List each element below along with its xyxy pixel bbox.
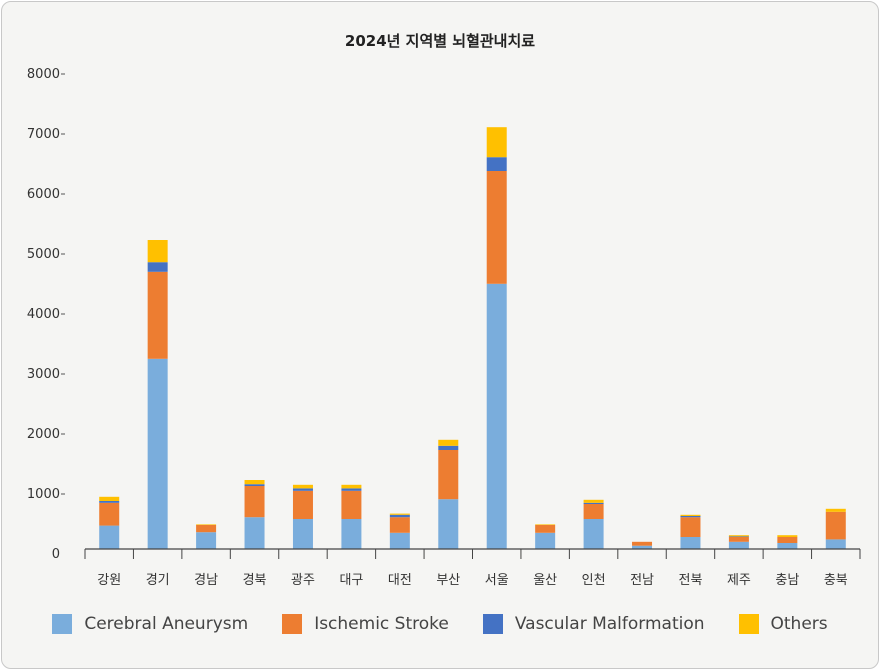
bar-segment-vascular-malformation — [292, 488, 313, 491]
bar-segment-ischemic-stroke — [632, 541, 653, 546]
bar-segment-ischemic-stroke — [777, 537, 798, 543]
chart-title: 2024년 지역별 뇌혈관내치료 — [345, 32, 535, 50]
legend: Cerebral Aneurysm Ischemic Stroke Vascular… — [0, 614, 880, 634]
bar-segment-others — [196, 524, 217, 525]
bar-segment-ischemic-stroke — [486, 171, 507, 284]
x-tick-label: 경기 — [146, 573, 170, 588]
x-tick-label: 충북 — [824, 573, 848, 588]
x-tick-label: 광주 — [291, 573, 315, 588]
bar-segment-ischemic-stroke — [244, 486, 265, 518]
bar-segment-vascular-malformation — [583, 502, 604, 504]
bar-segment-others — [680, 514, 701, 516]
x-tick-label: 경북 — [243, 573, 267, 588]
legend-label: Vascular Malformation — [514, 614, 705, 634]
y-tick-label: 8000 — [27, 67, 60, 82]
y-tick-label: 0 — [52, 547, 60, 562]
x-tick-label: 대전 — [388, 573, 412, 588]
legend-label: Others — [770, 614, 828, 634]
y-tick-label: 7000 — [27, 127, 60, 142]
legend-item: Ischemic Stroke — [282, 614, 449, 634]
x-tick-label: 부산 — [436, 573, 460, 588]
bar-segment-others — [244, 480, 265, 485]
bar-segment-vascular-malformation — [99, 501, 120, 503]
bar-segment-cerebral-aneurysm — [99, 525, 120, 549]
legend-item: Cerebral Aneurysm — [52, 614, 248, 634]
bar-segment-others — [438, 439, 459, 446]
bar-segment-cerebral-aneurysm — [825, 539, 846, 549]
legend-item: Vascular Malformation — [482, 614, 705, 634]
bar-segment-vascular-malformation — [147, 262, 168, 272]
bar-segment-others — [486, 127, 507, 158]
x-tick-label: 서울 — [485, 573, 509, 588]
x-tick-label: 충남 — [775, 573, 799, 588]
legend-label: Cerebral Aneurysm — [84, 614, 249, 634]
bar-segment-ischemic-stroke — [680, 517, 701, 537]
bar-segment-cerebral-aneurysm — [680, 537, 701, 549]
bar-segment-ischemic-stroke — [292, 490, 313, 519]
bar-segment-ischemic-stroke — [147, 271, 168, 359]
y-tick-label: 4000 — [27, 307, 60, 322]
bar-segment-cerebral-aneurysm — [632, 545, 653, 549]
bar-segment-others — [583, 499, 604, 503]
y-tick-label: 3000 — [27, 367, 60, 382]
bar-segment-cerebral-aneurysm — [438, 499, 459, 549]
x-tick-label: 울산 — [533, 573, 557, 588]
bar-segment-ischemic-stroke — [99, 502, 120, 526]
legend-swatch — [738, 614, 759, 634]
bar-segment-others — [292, 484, 313, 489]
x-tick-label: 경남 — [194, 573, 218, 588]
bar-segment-cerebral-aneurysm — [196, 532, 217, 549]
x-tick-label: 전북 — [679, 573, 703, 588]
bar-segment-cerebral-aneurysm — [486, 283, 507, 549]
x-tick-label: 제주 — [727, 573, 751, 588]
y-tick-label: 6000 — [27, 187, 60, 202]
legend-swatch — [482, 614, 503, 634]
x-tick-label: 인천 — [582, 573, 606, 588]
bar-segment-cerebral-aneurysm — [583, 519, 604, 549]
bar-segment-cerebral-aneurysm — [728, 541, 749, 549]
bar-segment-vascular-malformation — [244, 484, 265, 486]
x-tick-label: 강원 — [97, 573, 121, 588]
bar-segment-ischemic-stroke — [196, 525, 217, 533]
bar-segment-vascular-malformation — [680, 516, 701, 518]
bar-segment-cerebral-aneurysm — [341, 519, 362, 549]
bar-segment-others — [535, 524, 556, 525]
bar-segment-others — [341, 484, 362, 489]
bar-segment-vascular-malformation — [486, 157, 507, 171]
x-tick-label: 대구 — [339, 573, 363, 588]
legend-swatch — [52, 614, 73, 634]
bar-segment-cerebral-aneurysm — [147, 358, 168, 549]
bar-segment-cerebral-aneurysm — [244, 517, 265, 549]
y-tick-label: 1000 — [27, 487, 60, 502]
y-tick-label: 2000 — [27, 427, 60, 442]
bar-segment-ischemic-stroke — [825, 511, 846, 540]
bar-segment-others — [728, 535, 749, 537]
bar-segment-cerebral-aneurysm — [777, 543, 798, 549]
bar-segment-cerebral-aneurysm — [292, 519, 313, 549]
y-tick-label: 5000 — [27, 247, 60, 262]
legend-label: Ischemic Stroke — [314, 614, 449, 634]
bar-segment-others — [825, 508, 846, 512]
bar-segment-others — [99, 496, 120, 501]
bar-segment-others — [389, 513, 410, 515]
bar-segment-vascular-malformation — [389, 514, 410, 518]
bar-segment-vascular-malformation — [438, 445, 459, 450]
bar-segment-ischemic-stroke — [583, 504, 604, 519]
bar-segment-vascular-malformation — [728, 536, 749, 537]
bar-segment-ischemic-stroke — [389, 517, 410, 533]
bar-segment-vascular-malformation — [341, 488, 362, 491]
bar-segment-cerebral-aneurysm — [389, 532, 410, 549]
stacked-bar-chart: 2024년 지역별 뇌혈관내치료 0 1000 2000 3000 4000 5000 60… — [27, 32, 861, 588]
legend-item: Others — [738, 614, 828, 634]
bar-segment-others — [147, 240, 168, 263]
bar-segment-cerebral-aneurysm — [535, 532, 556, 549]
bar-segment-ischemic-stroke — [535, 525, 556, 533]
bar-segment-ischemic-stroke — [341, 490, 362, 519]
x-tick-label: 전남 — [630, 573, 654, 588]
bar-segment-others — [777, 535, 798, 537]
bar-segment-ischemic-stroke — [728, 537, 749, 542]
legend-swatch — [282, 614, 303, 634]
bar-segment-ischemic-stroke — [438, 450, 459, 500]
